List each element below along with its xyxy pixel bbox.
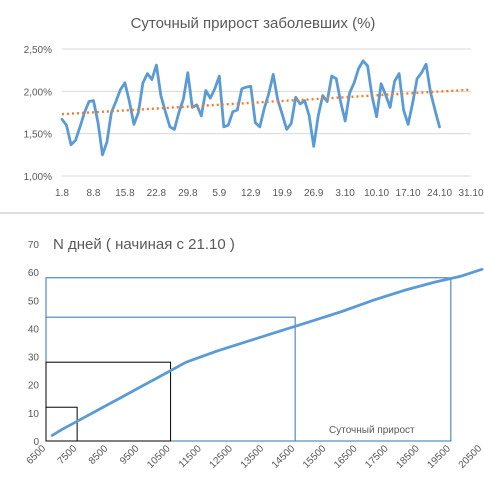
- x-tick-label: 8.8: [87, 188, 101, 199]
- days-chart: N дней ( начиная с 21.10 ) 0 10 20 30 40 50 60 7…: [25, 236, 484, 471]
- x-tick-label: 10.10: [364, 188, 389, 199]
- y-tick-label: 30: [28, 353, 40, 364]
- x-tick-label: 15500: [301, 443, 329, 471]
- x-tick-label: 26.9: [304, 188, 324, 199]
- y-tick-label: 50: [28, 296, 40, 307]
- y-tick-label: 60: [28, 268, 40, 279]
- x-tick-label: 19.9: [272, 188, 292, 199]
- reference-box: [45, 406, 78, 442]
- x-tick-label: 22.8: [147, 188, 167, 199]
- y-tick-label: 70: [28, 240, 40, 251]
- series-line: [50, 267, 484, 437]
- x-tick-label: 3.10: [335, 188, 355, 199]
- x-tick-label: 13500: [239, 443, 267, 471]
- chart-title: Суточный прирост заболевших (%): [131, 15, 376, 32]
- x-tick-label: 9500: [118, 443, 142, 467]
- x-tick-label: 17.10: [396, 188, 421, 199]
- x-tick-label: 19500: [426, 443, 454, 471]
- y-tick-label: 20: [28, 381, 40, 392]
- x-tick-label: 18500: [394, 443, 422, 471]
- x-tick-label: 14500: [270, 443, 298, 471]
- x-tick-label: 17500: [363, 443, 391, 471]
- y-tick-label: 0: [33, 437, 39, 448]
- y-tick-label: 1,50%: [24, 130, 52, 141]
- y-tick-label: 10: [28, 409, 40, 420]
- chart-title: N дней ( начиная с 21.10 ): [53, 236, 235, 253]
- x-tick-label: 16500: [332, 443, 360, 471]
- x-tick-label: 5.9: [212, 188, 226, 199]
- y-tick-label: 1,00%: [24, 172, 52, 183]
- x-tick-label: 12.9: [241, 188, 261, 199]
- series-line: [60, 59, 441, 157]
- x-tick-label: 15.8: [115, 188, 135, 199]
- reference-box: [45, 277, 452, 442]
- x-tick-label: 31.10: [458, 188, 483, 199]
- daily-growth-chart: Суточный прирост заболевших (%) 1,00% 1,50…: [24, 15, 484, 199]
- x-tick-label: 20500: [457, 443, 484, 471]
- reference-box: [45, 361, 172, 442]
- x-tick-label: 7500: [56, 443, 80, 467]
- x-tick-label: 12500: [208, 443, 236, 471]
- x-tick-label: 6500: [25, 443, 49, 467]
- y-tick-label: 2,00%: [24, 87, 52, 98]
- x-tick-label: 29.8: [178, 188, 198, 199]
- x-tick-label: 8500: [87, 443, 111, 467]
- x-tick-label: 1.8: [55, 188, 69, 199]
- x-tick-label: 24.10: [427, 188, 452, 199]
- x-tick-label: 10500: [145, 443, 173, 471]
- box-annotation: Суточный прирост: [329, 425, 415, 436]
- x-tick-label: 11500: [177, 443, 204, 470]
- y-tick-label: 2,50%: [24, 45, 52, 56]
- y-tick-label: 40: [28, 324, 40, 335]
- trendline: [61, 88, 472, 116]
